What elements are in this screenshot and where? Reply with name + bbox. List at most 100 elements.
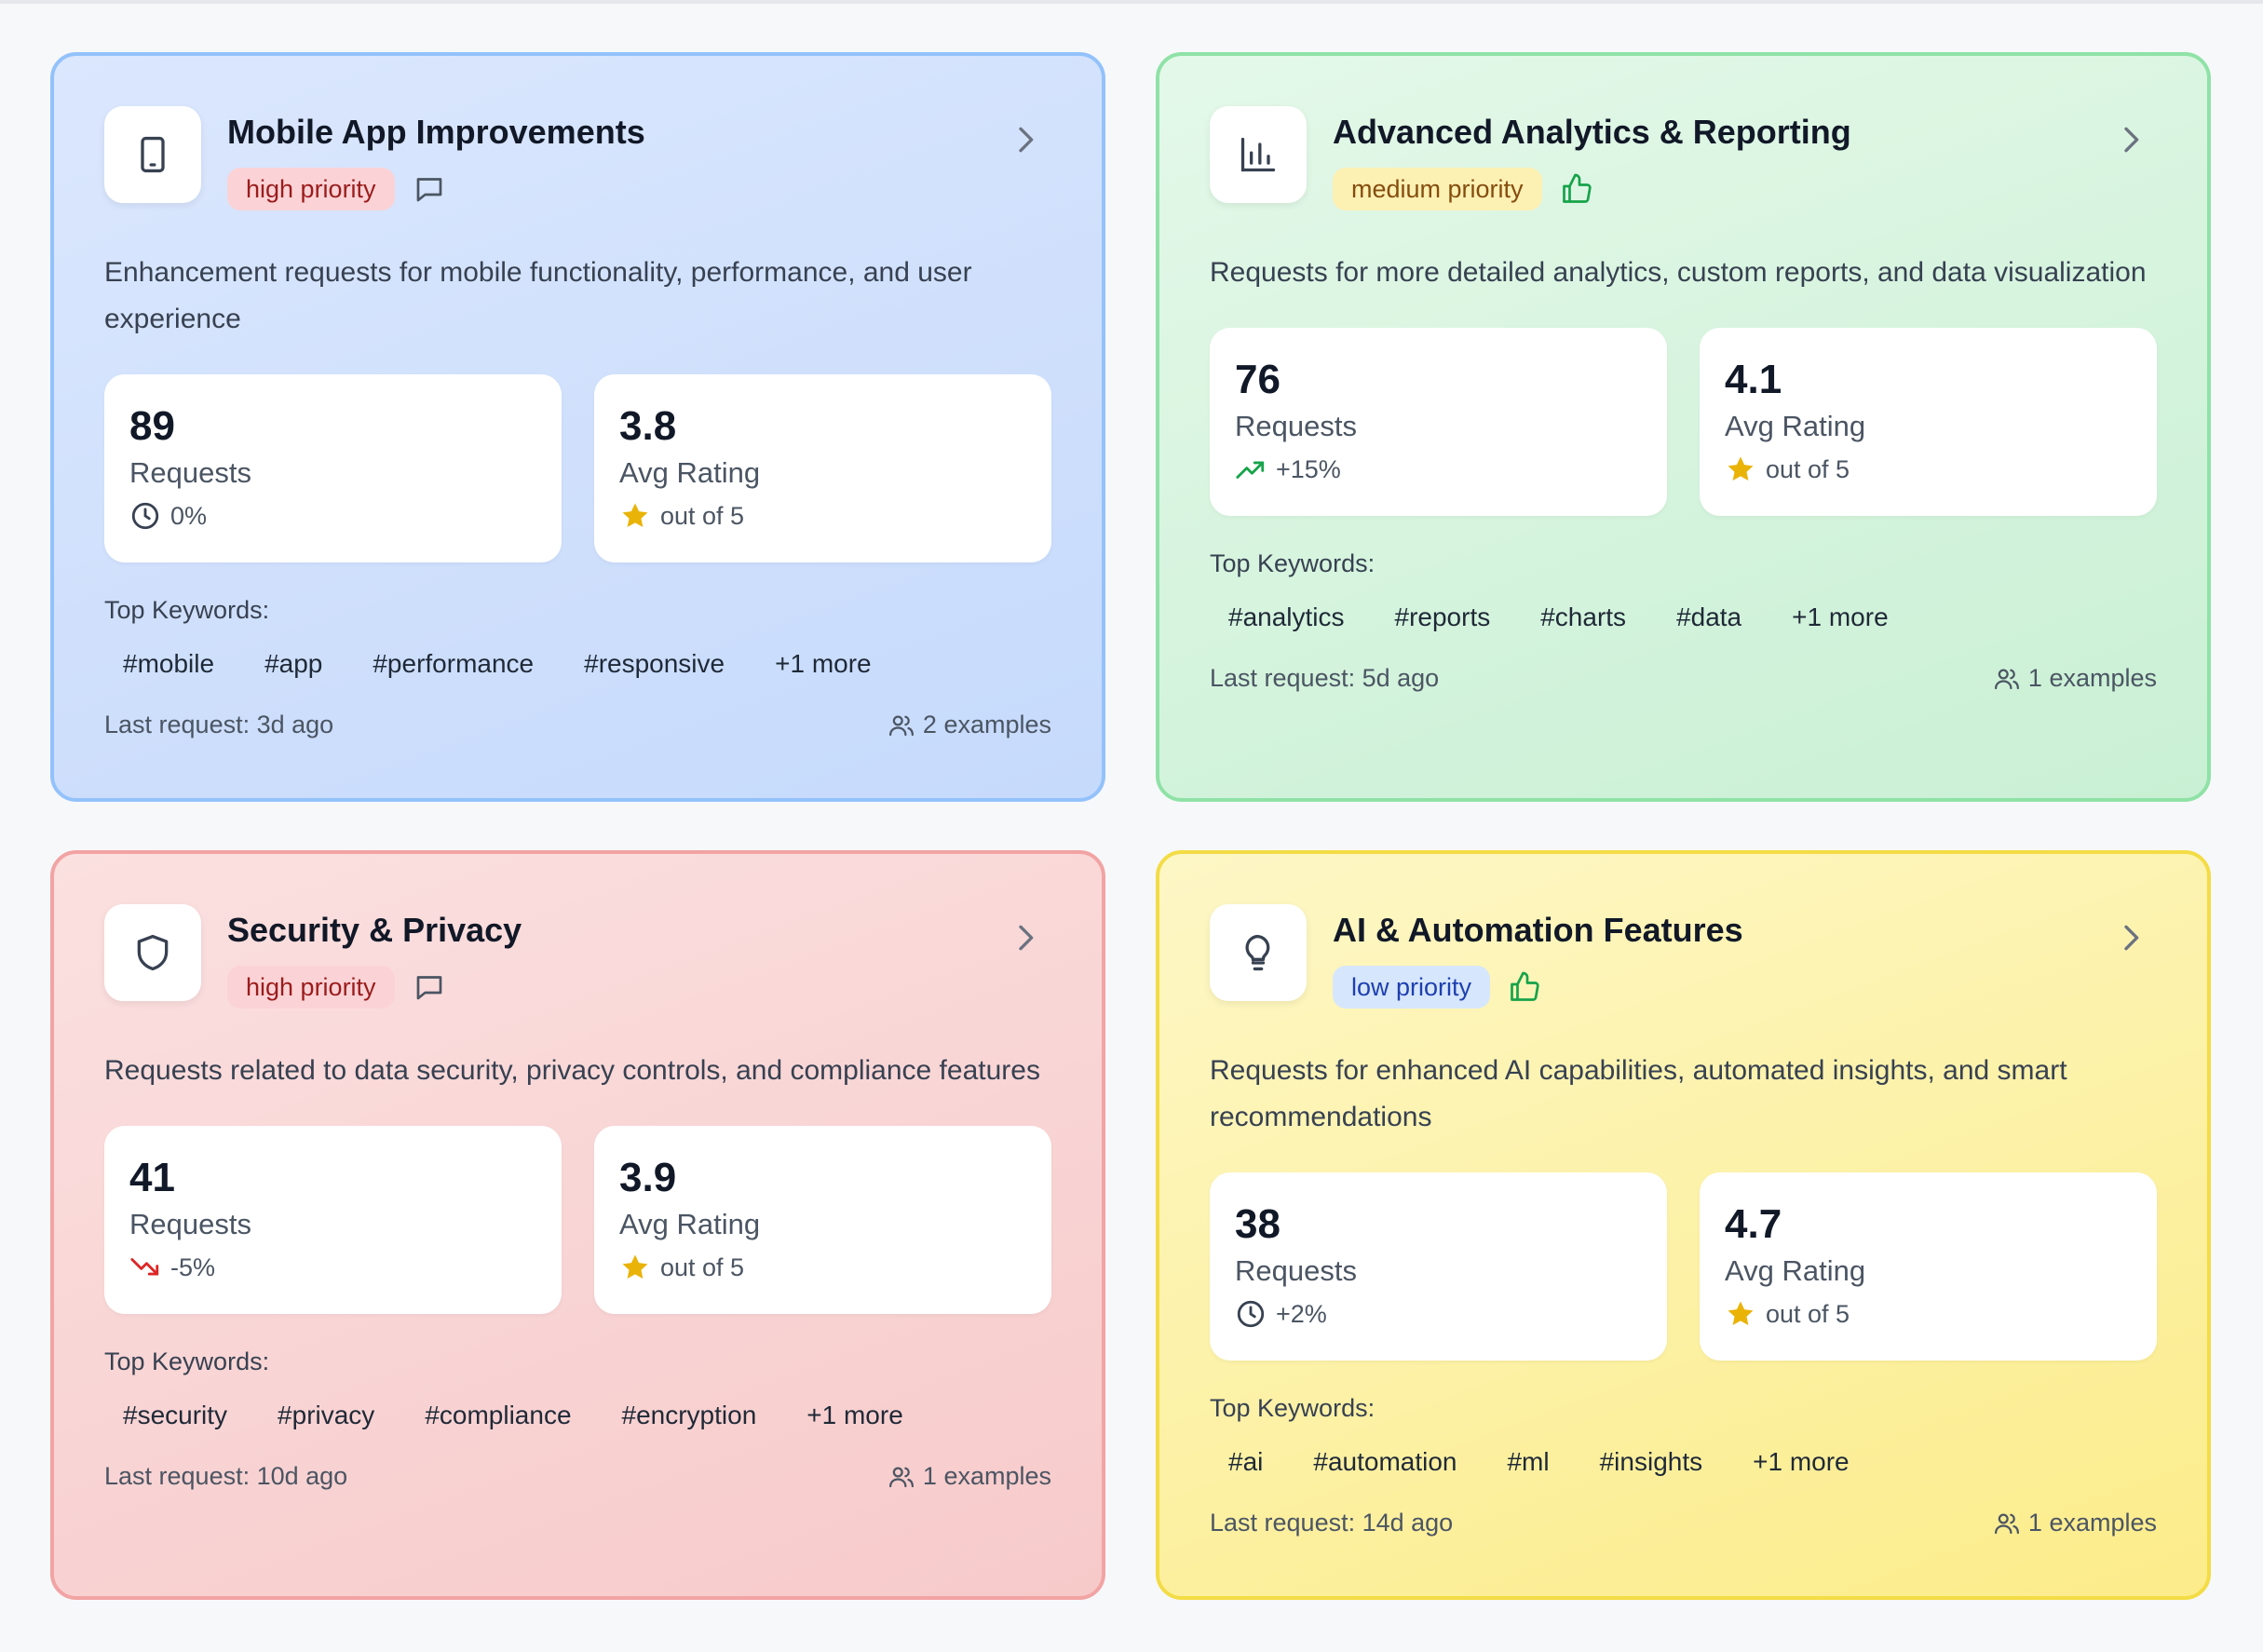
star-icon: [1728, 1301, 1754, 1326]
rating-value: 3.9: [619, 1155, 677, 1200]
trending-up-icon: [1236, 461, 1265, 479]
keyword-tag[interactable]: #insights: [1599, 1447, 1703, 1476]
rating-stat: 3.8 Avg Rating out of 5: [594, 374, 1051, 562]
more-keywords[interactable]: +1 more: [775, 649, 872, 678]
category-grid: Mobile App Improvements high priority En…: [50, 52, 2211, 1600]
requests-stat: 89 Requests 0%: [104, 374, 562, 562]
mobile-icon: [141, 136, 165, 173]
category-card-ai[interactable]: AI & Automation Features low priority Re…: [1156, 850, 2211, 1600]
keywords-label: Top Keywords:: [104, 1347, 270, 1375]
requests-change-text: +15%: [1276, 454, 1341, 483]
badge-row: medium priority: [1333, 168, 2157, 210]
chevron-right-icon[interactable]: [1007, 919, 1044, 956]
more-keywords[interactable]: +1 more: [1753, 1447, 1850, 1476]
requests-change: 0%: [129, 500, 536, 532]
examples-text: 1 examples: [2027, 664, 2157, 692]
requests-value: 41: [129, 1155, 175, 1200]
keyword-tag[interactable]: #reports: [1394, 603, 1491, 631]
keyword-tag[interactable]: #app: [264, 649, 323, 678]
requests-label: Requests: [129, 456, 251, 489]
stats-row: 89 Requests 0% 3.8 Avg Rating out of 5: [104, 374, 1051, 562]
card-header: Mobile App Improvements high priority: [104, 106, 1051, 210]
badge-row: high priority: [227, 966, 1051, 1009]
rating-value: 4.7: [1725, 1201, 1782, 1247]
examples-count: 1 examples: [1993, 664, 2157, 693]
keyword-tag[interactable]: #ai: [1228, 1447, 1264, 1476]
last-request: Last request: 14d ago: [1210, 1509, 1454, 1537]
chevron-right-icon[interactable]: [1007, 121, 1044, 158]
keyword-tag[interactable]: #mobile: [123, 649, 215, 678]
rating-sub-text: out of 5: [660, 1253, 745, 1281]
card-heading: Advanced Analytics & Reporting medium pr…: [1333, 106, 2157, 210]
thumbs-up-icon: [1559, 171, 1594, 207]
rating-stat: 4.1 Avg Rating out of 5: [1700, 328, 2157, 516]
bar-chart-icon: [1240, 137, 1276, 172]
rating-sub-text: out of 5: [1766, 1299, 1850, 1328]
more-keywords[interactable]: +1 more: [1792, 603, 1889, 631]
keyword-tag[interactable]: #ml: [1507, 1447, 1550, 1476]
chevron-right-icon[interactable]: [2112, 919, 2149, 956]
requests-value: 38: [1235, 1201, 1281, 1247]
category-card-mobile[interactable]: Mobile App Improvements high priority En…: [50, 52, 1105, 802]
card-footer: Last request: 3d ago 2 examples: [104, 711, 1051, 739]
rating-stat: 3.9 Avg Rating out of 5: [594, 1126, 1051, 1314]
requests-change: +15%: [1235, 454, 1642, 485]
rating-label: Avg Rating: [1725, 410, 1866, 442]
requests-label: Requests: [1235, 1254, 1357, 1287]
star-icon: [622, 1254, 648, 1280]
keyword-tag[interactable]: #charts: [1540, 603, 1627, 631]
keyword-tag[interactable]: #encryption: [621, 1401, 757, 1429]
keyword-tag[interactable]: #compliance: [425, 1401, 572, 1429]
requests-change-text: 0%: [170, 501, 208, 530]
last-request: Last request: 5d ago: [1210, 664, 1440, 692]
keyword-tag[interactable]: #analytics: [1228, 603, 1345, 631]
keyword-list: #security #privacy #compliance #encrypti…: [104, 1393, 1051, 1438]
users-icon: [888, 1467, 914, 1487]
star-icon: [622, 503, 648, 528]
requests-stat: 41 Requests -5%: [104, 1126, 562, 1314]
keyword-tag[interactable]: #automation: [1313, 1447, 1457, 1476]
keywords-label: Top Keywords:: [1210, 1394, 1375, 1422]
clock-icon: [1237, 1300, 1265, 1328]
category-card-analytics[interactable]: Advanced Analytics & Reporting medium pr…: [1156, 52, 2211, 802]
requests-value: 76: [1235, 357, 1281, 402]
keyword-list: #ai #automation #ml #insights +1 more: [1210, 1440, 2157, 1484]
examples-text: 1 examples: [922, 1462, 1051, 1490]
card-footer: Last request: 14d ago 1 examples: [1210, 1509, 2157, 1537]
comment-icon: [412, 171, 447, 207]
keyword-tag[interactable]: #responsive: [584, 649, 725, 678]
card-header: AI & Automation Features low priority: [1210, 904, 2157, 1009]
examples-count: 1 examples: [1993, 1509, 2157, 1537]
stats-row: 41 Requests -5% 3.9 Avg Rating out of 5: [104, 1126, 1051, 1314]
rating-value: 3.8: [619, 403, 677, 449]
priority-badge: medium priority: [1333, 168, 1542, 210]
badge-row: low priority: [1333, 966, 2157, 1009]
category-icon-box: [104, 106, 201, 203]
chevron-right-icon[interactable]: [2112, 121, 2149, 158]
top-divider: [0, 0, 2263, 4]
requests-change-text: -5%: [170, 1253, 216, 1281]
priority-badge: high priority: [227, 966, 395, 1009]
keyword-tag[interactable]: #data: [1676, 603, 1742, 631]
card-footer: Last request: 5d ago 1 examples: [1210, 664, 2157, 693]
more-keywords[interactable]: +1 more: [806, 1401, 903, 1429]
requests-value: 89: [129, 403, 175, 449]
category-icon-box: [1210, 904, 1307, 1001]
card-heading: Security & Privacy high priority: [227, 904, 1051, 1009]
category-card-security[interactable]: Security & Privacy high priority Request…: [50, 850, 1105, 1600]
stats-row: 76 Requests +15% 4.1 Avg Rating out of 5: [1210, 328, 2157, 516]
requests-change: -5%: [129, 1252, 536, 1283]
star-icon: [1728, 456, 1754, 481]
keyword-tag[interactable]: #privacy: [278, 1401, 375, 1429]
card-heading: Mobile App Improvements high priority: [227, 106, 1051, 210]
keyword-list: #mobile #app #performance #responsive +1…: [104, 642, 1051, 686]
keyword-tag[interactable]: #security: [123, 1401, 228, 1429]
keyword-tag[interactable]: #performance: [373, 649, 535, 678]
card-header: Advanced Analytics & Reporting medium pr…: [1210, 106, 2157, 210]
badge-row: high priority: [227, 168, 1051, 210]
card-title: Security & Privacy: [227, 911, 522, 949]
rating-sub: out of 5: [619, 500, 1026, 532]
shield-icon: [137, 934, 169, 971]
rating-label: Avg Rating: [619, 1208, 761, 1240]
category-icon-box: [104, 904, 201, 1001]
